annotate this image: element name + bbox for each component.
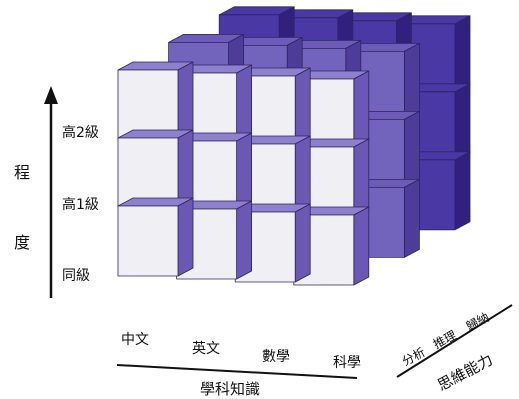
subject-axis-line	[116, 364, 358, 379]
level-label-same: 同級	[62, 268, 90, 284]
cube-side-face	[454, 151, 471, 231]
cube-side-face	[236, 64, 253, 144]
level-label-high-1: 高1級	[62, 196, 99, 213]
subject-axis-title: 學科知識	[200, 380, 260, 398]
cube-side-face	[177, 129, 194, 209]
cube-side-face	[177, 197, 194, 277]
subject-label-english: 英文	[192, 340, 220, 357]
subject-label-science: 科學	[333, 355, 361, 371]
degree-axis-title-char-2: 度	[14, 233, 30, 252]
cube-front-face	[117, 137, 179, 209]
cube-side-face	[177, 61, 194, 141]
thinking-label-analysis: 分析	[400, 345, 428, 369]
cube-side-face	[403, 43, 420, 122]
cube-front-face	[117, 69, 179, 141]
cube-front-face	[117, 205, 179, 277]
cube-side-face	[403, 178, 420, 258]
cube-side-face	[294, 67, 311, 147]
subject-label-mathematics: 數學	[262, 349, 290, 365]
thinking-label-induction: 歸納	[464, 310, 492, 334]
cube-side-face	[236, 200, 253, 280]
cube-block	[117, 6, 471, 286]
thinking-axis-title: 思維能力	[434, 350, 495, 394]
cube-side-face	[236, 132, 253, 212]
thinking-axis-line	[396, 304, 513, 378]
cube-side-face	[294, 135, 311, 215]
cube-side-face	[353, 206, 370, 286]
cube-side-face	[454, 15, 471, 95]
cube-side-face	[353, 70, 370, 150]
cube-side-face	[403, 111, 420, 190]
subject-label-chinese: 中文	[121, 332, 149, 348]
cube-side-face	[294, 203, 311, 283]
degree-axis-arrow	[44, 86, 58, 298]
degree-axis-title-char-1: 程	[14, 163, 30, 182]
cube-side-face	[454, 83, 471, 163]
level-label-high-2: 高2級	[62, 124, 99, 141]
cube-side-face	[353, 138, 370, 218]
